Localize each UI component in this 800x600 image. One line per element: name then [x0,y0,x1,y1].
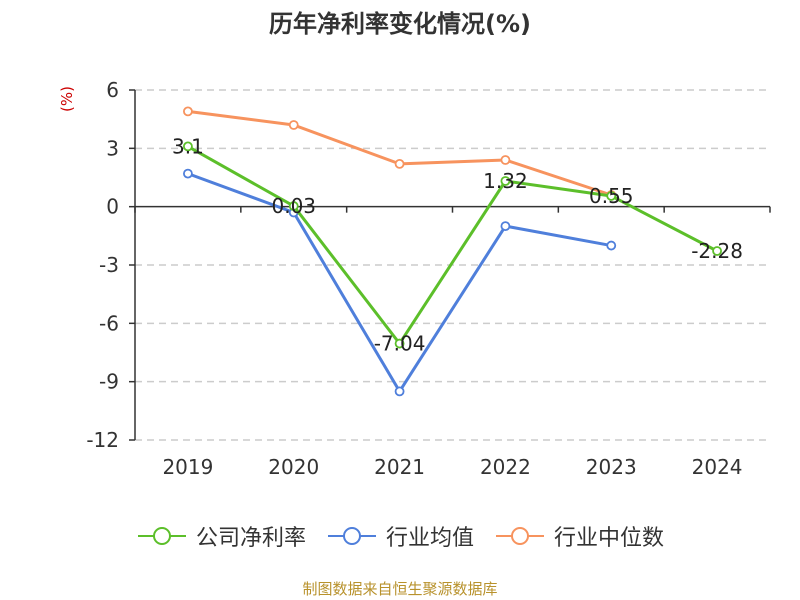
data-point [394,158,405,169]
y-tick-label: 0 [106,195,119,219]
data-label: 3.1 [172,134,204,158]
x-tick-label: 2019 [162,455,213,479]
data-point [712,246,722,256]
data-labels: 3.1 0.03 -7.04 1.32 0.55 -2.28 [172,134,743,355]
y-tick-label: 6 [106,78,119,102]
data-point [394,386,405,397]
axes: 6 3 0 -3 -6 -9 -12 2019 2020 2021 2022 2023 2024 [86,78,771,479]
data-label: 0.55 [589,184,634,208]
legend: 公司净利率 行业均值 行业中位数 [0,520,800,552]
source-note: 制图数据来自恒生聚源数据库 [302,580,498,598]
legend-marker [342,527,361,545]
data-point [500,155,511,165]
data-point [288,201,299,211]
x-tick-label: 2024 [692,455,743,479]
y-tick-label: -3 [99,253,119,277]
x-tick-label: 2020 [268,455,319,479]
data-point [500,221,511,232]
data-label: 1.32 [483,169,528,193]
legend-label: 行业均值 [385,526,474,551]
legend-item-industry-median[interactable]: 行业中位数 [494,520,664,552]
y-tick-label: -9 [99,370,119,394]
data-label: -2.28 [691,239,743,263]
data-point [500,176,511,186]
data-label: -7.04 [374,332,426,356]
data-point [183,106,193,117]
chart-title: 历年净利率变化情况(%) [269,10,531,38]
data-point [606,240,617,251]
x-tick-label: 2023 [586,455,637,479]
data-point [183,141,193,152]
data-point [288,120,299,130]
legend-marker [511,527,529,545]
legend-item-company[interactable]: 公司净利率 [136,520,306,552]
legend-swatch-industry-median [496,527,544,545]
data-point [394,338,405,349]
x-tick-label: 2022 [480,455,531,479]
series-lines [183,106,722,397]
legend-label: 行业中位数 [554,526,665,551]
series-line [187,145,718,346]
data-point [183,168,193,179]
legend-item-industry-avg[interactable]: 行业均值 [326,520,474,552]
y-tick-label: 3 [106,136,119,160]
y-tick-label: -6 [99,311,119,335]
legend-swatch-industry-avg [327,527,376,545]
data-label: 0.03 [271,194,316,218]
y-tick-label: -12 [86,428,119,452]
data-point [606,191,617,201]
x-tick-label: 2021 [374,455,425,479]
legend-label: 公司净利率 [195,526,306,551]
legend-marker [152,527,171,545]
legend-swatch-company [137,527,186,545]
